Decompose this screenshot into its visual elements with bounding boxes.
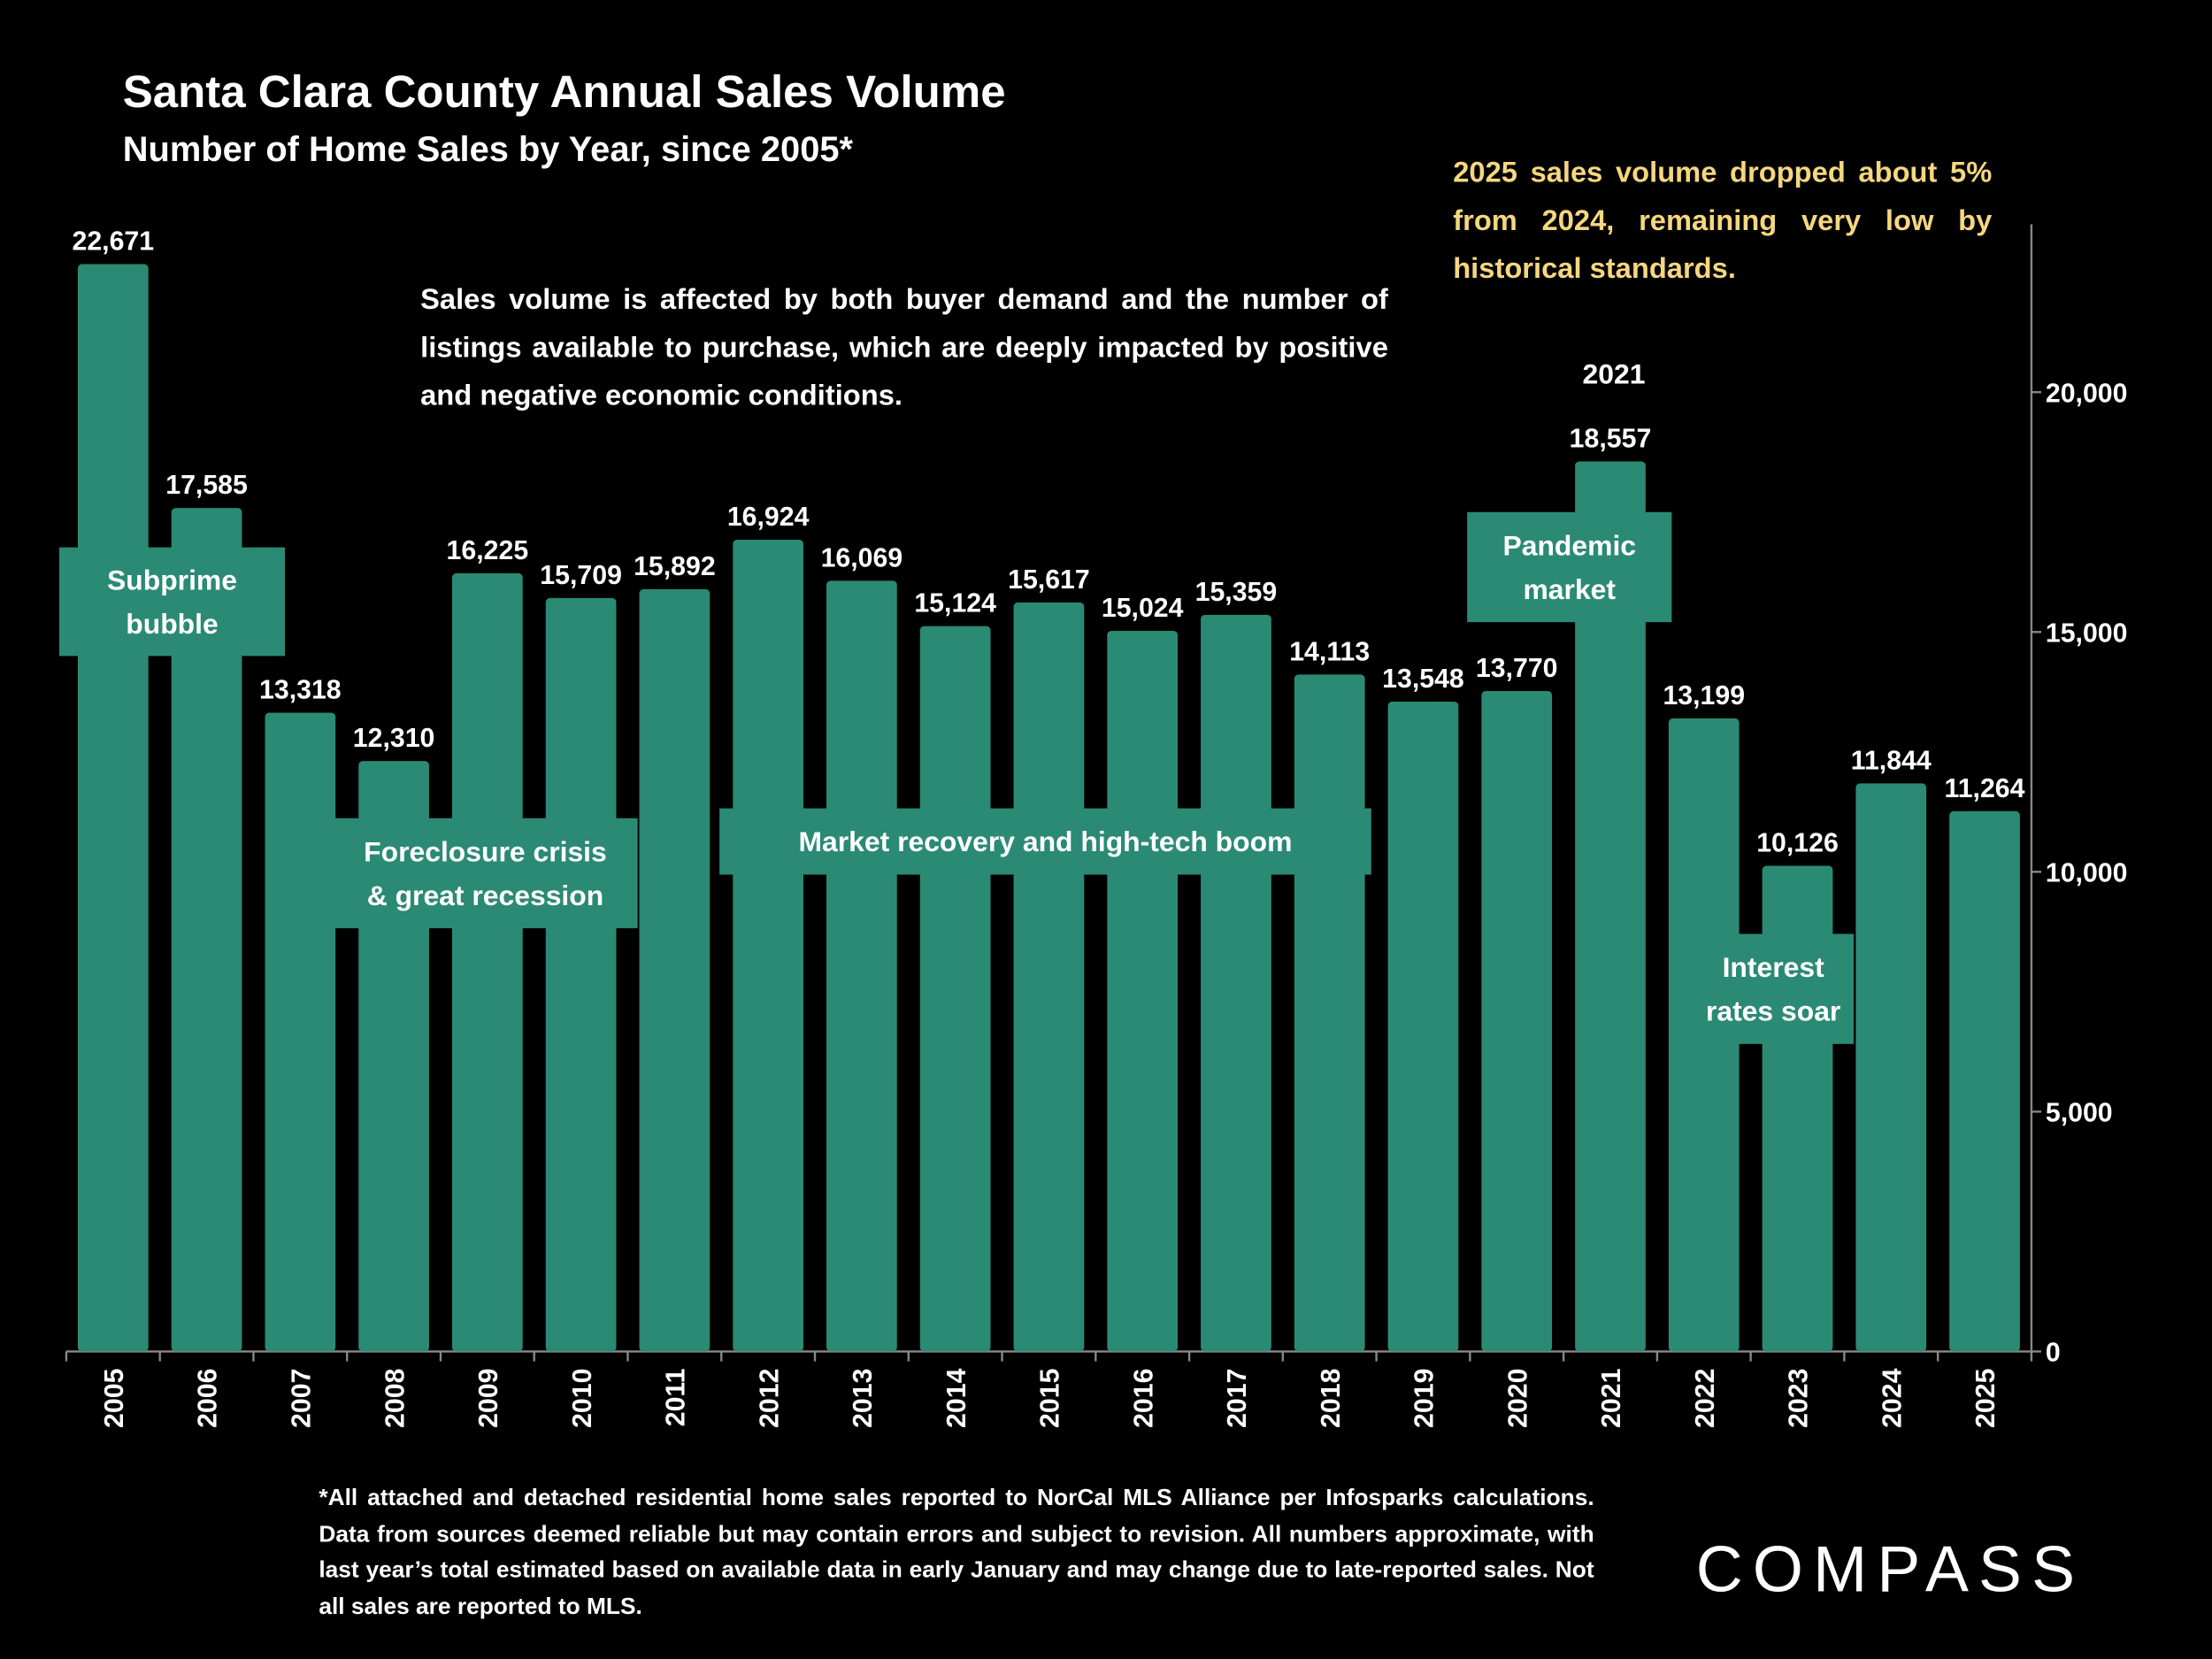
value-label: 11,264	[1945, 774, 2025, 803]
x-tick-label: 2015	[1036, 1369, 1065, 1428]
bar	[1949, 810, 2020, 1352]
bar	[919, 626, 991, 1352]
annotation-text: market	[1523, 573, 1616, 605]
bar	[826, 580, 897, 1352]
annotation-text: bubble	[126, 608, 218, 640]
y-tick-label: 5,000	[2046, 1099, 2113, 1128]
value-label: 16,924	[727, 503, 810, 532]
x-tick-label: 2016	[1129, 1369, 1158, 1428]
value-label: 16,225	[447, 536, 529, 565]
bar	[1201, 614, 1271, 1352]
x-tick-label: 2025	[1971, 1369, 2001, 1428]
chart-subtitle: Number of Home Sales by Year, since 2005…	[123, 130, 854, 169]
value-label: 12,310	[353, 724, 435, 753]
value-label: 16,069	[821, 543, 903, 572]
annotation-text: Foreclosure crisis	[364, 835, 607, 867]
y-tick-label: 0	[2046, 1339, 2061, 1368]
bar	[171, 508, 242, 1352]
y-tick-label: 20,000	[2046, 379, 2128, 408]
value-label: 15,024	[1102, 594, 1184, 623]
annotation-text: Interest	[1723, 951, 1825, 983]
bar	[545, 597, 617, 1352]
annotation-box	[719, 808, 1371, 875]
x-tick-label: 2012	[755, 1369, 784, 1428]
x-tick-label: 2011	[662, 1369, 691, 1427]
value-label: 15,359	[1195, 578, 1278, 607]
x-tick-label: 2022	[1691, 1369, 1720, 1428]
annotation-text: & great recession	[367, 879, 604, 911]
x-tick-label: 2010	[568, 1369, 597, 1428]
value-label: 13,770	[1476, 654, 1558, 683]
x-tick-label: 2013	[849, 1369, 878, 1428]
bar	[639, 588, 710, 1352]
x-tick-label: 2023	[1785, 1369, 1814, 1428]
x-tick-label: 2019	[1410, 1369, 1440, 1428]
bar	[77, 264, 149, 1352]
value-label: 15,124	[914, 589, 996, 618]
footnote: *All attached and detached residential h…	[319, 1485, 1594, 1619]
value-label: 22,671	[73, 227, 155, 257]
x-tick-label: 2024	[1878, 1368, 1907, 1428]
bar	[1575, 461, 1646, 1352]
annotation-text: Market recovery and high-tech boom	[798, 826, 1292, 857]
x-tick-label: 2020	[1503, 1369, 1532, 1428]
x-tick-label: 2021	[1597, 1369, 1626, 1428]
value-label: 15,709	[540, 561, 622, 590]
x-tick-label: 2006	[194, 1369, 223, 1428]
value-label: 10,126	[1756, 829, 1839, 858]
value-label: 14,113	[1289, 637, 1370, 666]
value-label: 15,892	[634, 552, 716, 581]
value-label: 13,318	[259, 676, 342, 705]
annotation-text: Subprime	[107, 564, 237, 595]
annotation-box	[1467, 511, 1672, 623]
bar	[1294, 674, 1365, 1352]
note: Sales volume is affected by both buyer d…	[420, 283, 1388, 412]
bar	[1013, 602, 1085, 1352]
callout-box: 2025 sales volume dropped about 5% from …	[1453, 156, 1993, 286]
bar	[452, 572, 523, 1352]
note-box: Sales volume is affected by both buyer d…	[420, 283, 1388, 412]
annotation-text: 2021	[1583, 358, 1646, 390]
value-label: 13,548	[1382, 664, 1464, 694]
bar	[265, 712, 336, 1352]
value-label: 15,617	[1008, 565, 1090, 595]
y-tick-label: 10,000	[2046, 858, 2128, 887]
bar	[1107, 630, 1179, 1352]
annotation-text: Pandemic	[1502, 529, 1636, 561]
x-tick-label: 2005	[100, 1369, 129, 1428]
logo: COMPASS	[1696, 1532, 2085, 1605]
value-label: 11,844	[1851, 746, 1932, 775]
annotation-box	[58, 547, 286, 657]
x-tick-label: 2017	[1223, 1369, 1252, 1428]
x-tick-label: 2014	[942, 1368, 972, 1428]
bar	[1481, 690, 1553, 1352]
x-tick-label: 2007	[287, 1369, 316, 1428]
bar	[1855, 783, 1927, 1352]
chart-title: Santa Clara County Annual Sales Volume	[123, 66, 1006, 117]
bar	[733, 539, 804, 1352]
annotation-box	[1693, 933, 1855, 1044]
value-label: 13,199	[1663, 681, 1745, 710]
x-tick-label: 2009	[474, 1369, 503, 1428]
y-tick-label: 15,000	[2046, 618, 2128, 648]
footnote-box: *All attached and detached residential h…	[319, 1485, 1594, 1619]
value-label: 18,557	[1570, 425, 1652, 454]
x-tick-label: 2008	[380, 1369, 410, 1428]
callout: 2025 sales volume dropped about 5% from …	[1453, 156, 1993, 286]
value-label: 17,585	[165, 471, 248, 500]
bar	[1387, 701, 1459, 1352]
x-tick-label: 2018	[1317, 1369, 1346, 1428]
annotation-box	[333, 818, 638, 929]
annotation-text: rates soar	[1706, 995, 1840, 1027]
